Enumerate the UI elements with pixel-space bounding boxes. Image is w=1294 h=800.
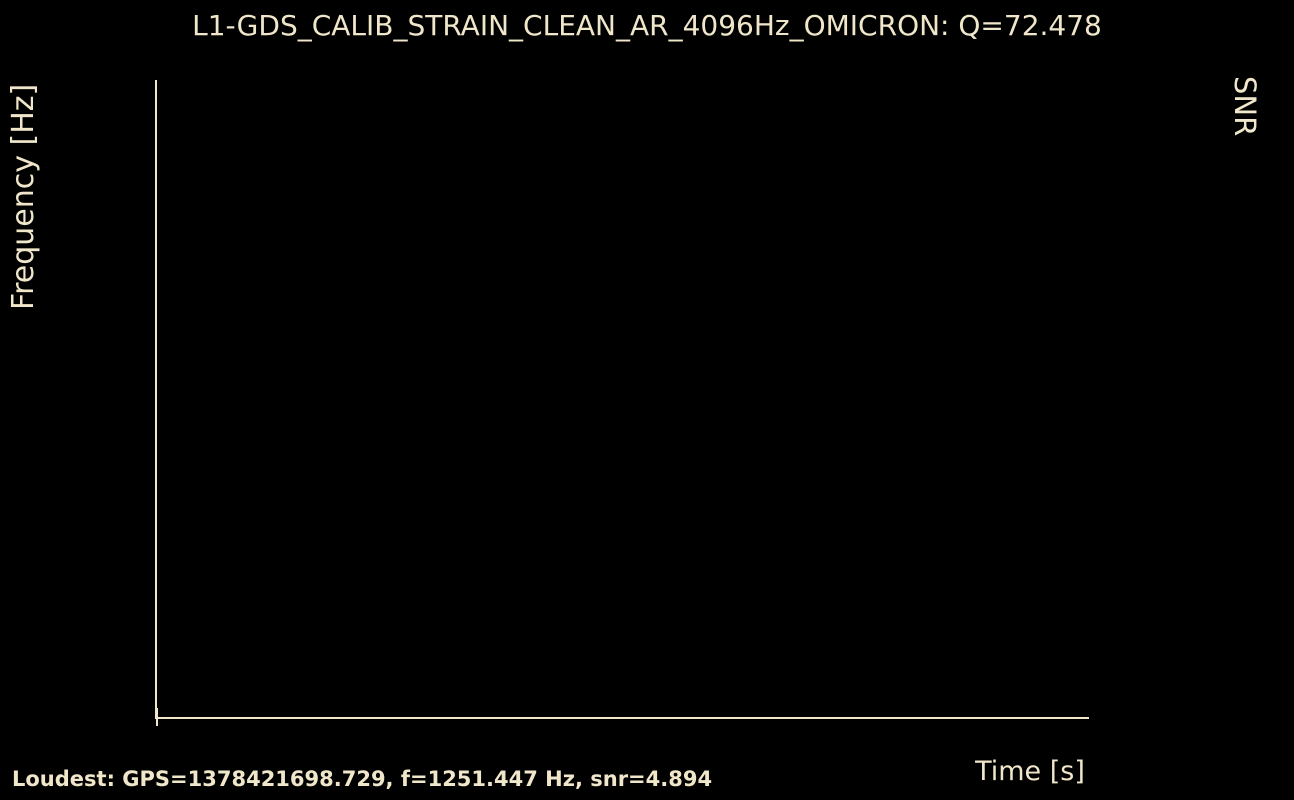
x-axis-label: Time [s] xyxy=(975,756,1085,787)
y-axis-label: Frequency [Hz] xyxy=(6,83,41,310)
spectrogram-heatmap xyxy=(157,80,1087,717)
plot-title: L1-GDS_CALIB_STRAIN_CLEAN_AR_4096Hz_OMIC… xyxy=(192,9,1102,42)
colorbar-axis-label: SNR xyxy=(1228,76,1262,137)
x-axis-spine xyxy=(155,717,1089,719)
loudest-event-status: Loudest: GPS=1378421698.729, f=1251.447 … xyxy=(12,767,713,791)
colorbar-gradient xyxy=(1093,79,1150,719)
y-axis-spine xyxy=(155,80,157,719)
